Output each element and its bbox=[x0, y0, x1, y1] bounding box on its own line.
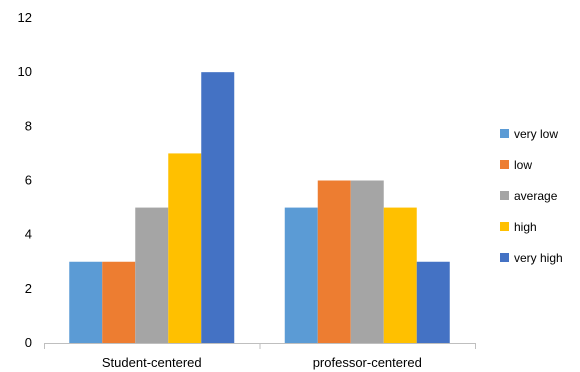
legend: very low low average high very high bbox=[500, 122, 580, 277]
y-tick-label: 8 bbox=[25, 118, 32, 133]
bar-very-high-1 bbox=[416, 261, 450, 343]
legend-item-very-low: very low bbox=[500, 122, 580, 145]
y-tick-label: 2 bbox=[25, 281, 32, 296]
y-tick-label: 6 bbox=[25, 173, 32, 188]
y-tick-label: 10 bbox=[18, 64, 32, 79]
legend-item-very-high: very high bbox=[500, 246, 580, 269]
bar-low-0 bbox=[102, 261, 136, 343]
x-category-label: Student-centered bbox=[102, 355, 202, 370]
bar-very-high-0 bbox=[201, 72, 235, 344]
legend-label-very-low: very low bbox=[514, 126, 559, 141]
y-tick-label: 4 bbox=[25, 227, 32, 242]
legend-label-low: low bbox=[514, 157, 533, 172]
legend-swatch-very-high bbox=[500, 253, 509, 262]
legend-label-very-high: very high bbox=[514, 250, 563, 265]
bars-group bbox=[69, 72, 450, 344]
legend-swatch-high bbox=[500, 222, 509, 231]
x-axis-category-ticks bbox=[44, 343, 476, 349]
bar-very-low-0 bbox=[69, 261, 103, 343]
legend-label-average: average bbox=[514, 188, 558, 203]
bar-high-0 bbox=[168, 153, 202, 343]
legend-swatch-very-low bbox=[500, 129, 509, 138]
bar-low-1 bbox=[317, 180, 351, 343]
y-axis-ticks: 0 2 4 6 8 10 12 bbox=[18, 10, 32, 350]
y-tick-label: 0 bbox=[25, 335, 32, 350]
bar-high-1 bbox=[383, 207, 417, 343]
legend-swatch-low bbox=[500, 160, 509, 169]
x-category-label: professor-centered bbox=[313, 355, 422, 370]
y-tick-label: 12 bbox=[18, 10, 32, 25]
legend-item-average: average bbox=[500, 184, 580, 207]
legend-swatch-average bbox=[500, 191, 509, 200]
bar-very-low-1 bbox=[284, 207, 318, 343]
bar-average-0 bbox=[135, 207, 169, 343]
bar-average-1 bbox=[350, 180, 384, 343]
x-axis-labels: Student-centered professor-centered bbox=[102, 355, 422, 370]
legend-item-high: high bbox=[500, 215, 580, 238]
legend-label-high: high bbox=[514, 219, 537, 234]
legend-item-low: low bbox=[500, 153, 580, 176]
